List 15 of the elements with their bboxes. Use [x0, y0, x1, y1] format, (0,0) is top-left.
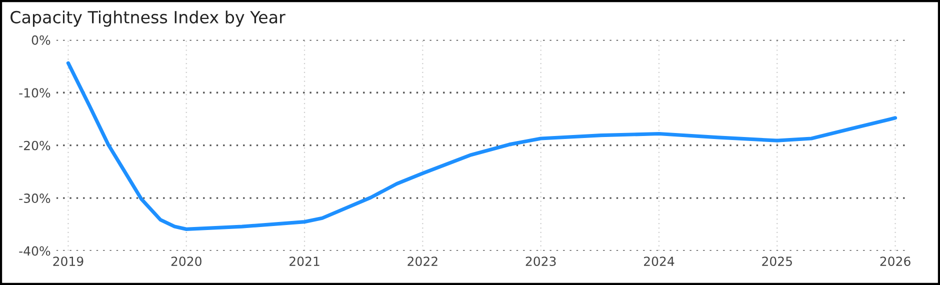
chart-title: Capacity Tightness Index by Year: [10, 10, 286, 27]
x-tick-label: 2021: [290, 256, 320, 266]
x-tick-label: 2019: [53, 256, 84, 266]
y-tick-label: 0%: [32, 35, 50, 45]
y-tick-label: -30%: [19, 194, 50, 203]
x-tick-label: 2020: [171, 256, 202, 266]
y-tick-label: -10%: [19, 88, 50, 98]
x-tick-label: 2022: [408, 256, 438, 266]
y-tick-label: -40%: [19, 246, 50, 256]
x-tick-label: 2023: [526, 256, 556, 266]
line-series: [66, 61, 898, 231]
y-tick-label: -20%: [19, 140, 50, 150]
x-tick-label: 2024: [644, 256, 674, 266]
x-tick-label: 2025: [762, 256, 792, 266]
x-tick-label: 2026: [880, 256, 910, 266]
